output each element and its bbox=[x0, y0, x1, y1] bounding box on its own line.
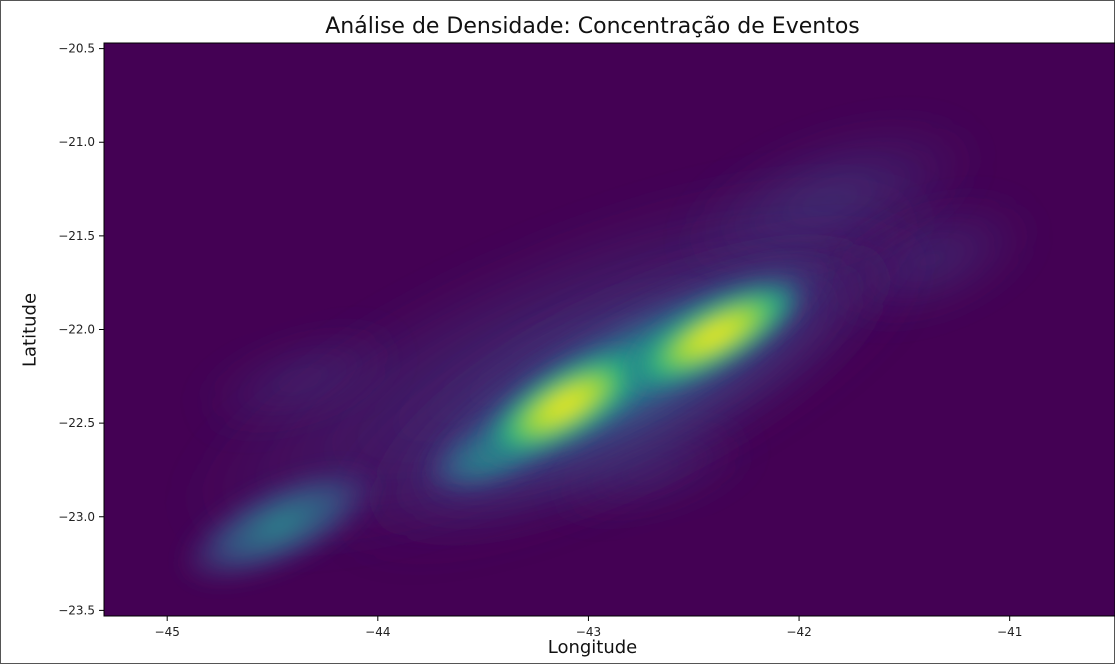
y-tick-label: −23.5 bbox=[58, 603, 95, 617]
density-northeast-faint bbox=[678, 121, 982, 279]
density-west-faint bbox=[194, 335, 406, 425]
x-tick-label: −44 bbox=[365, 625, 390, 639]
x-tick-label: −42 bbox=[786, 625, 811, 639]
density-southwest-blob bbox=[178, 464, 382, 586]
y-tick-label: −21.5 bbox=[58, 229, 95, 243]
x-tick-label: −45 bbox=[155, 625, 180, 639]
x-tick-label: −41 bbox=[997, 625, 1022, 639]
y-tick-label: −22.0 bbox=[58, 323, 95, 337]
y-tick-label: −23.0 bbox=[58, 510, 95, 524]
density-peak-west bbox=[480, 348, 650, 462]
x-tick-label: −43 bbox=[576, 625, 601, 639]
y-axis: −20.5 −21.0 −21.5 −22.0 −22.5 −23.0 −23.5 bbox=[58, 42, 104, 617]
x-axis: −45 −44 −43 −42 −41 bbox=[155, 616, 1022, 639]
y-tick-label: −21.0 bbox=[58, 135, 95, 149]
y-tick-label: −22.5 bbox=[58, 416, 95, 430]
y-tick-label: −20.5 bbox=[58, 42, 95, 56]
x-axis-label: Longitude bbox=[547, 637, 638, 658]
density-peak-east bbox=[625, 279, 805, 391]
y-axis-label: Latitude bbox=[19, 292, 41, 368]
density-field bbox=[170, 121, 1035, 586]
chart-title: Análise de Densidade: Concentração de Ev… bbox=[325, 14, 860, 39]
